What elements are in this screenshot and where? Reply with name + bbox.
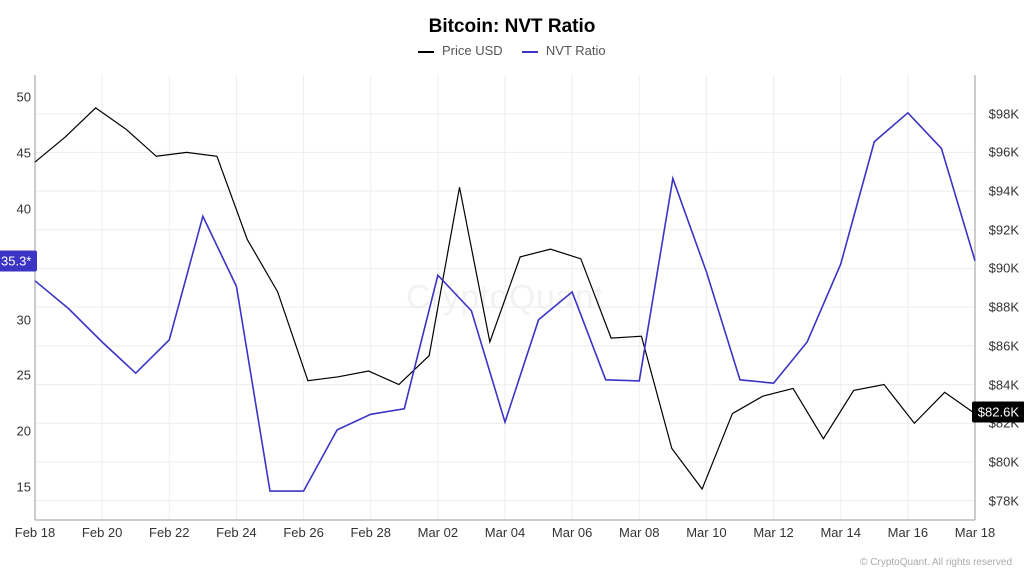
y2-tick: $88K xyxy=(989,300,1019,315)
attribution: © CryptoQuant. All rights reserved xyxy=(860,557,1012,568)
y2-tick: $92K xyxy=(989,222,1019,237)
y2-tick: $96K xyxy=(989,145,1019,160)
x-tick: Feb 20 xyxy=(82,525,122,540)
y1-tick: 45 xyxy=(3,145,31,160)
chart-title: Bitcoin: NVT Ratio xyxy=(0,16,1024,38)
x-tick: Mar 10 xyxy=(686,525,726,540)
x-tick: Mar 14 xyxy=(820,525,860,540)
y2-tick: $94K xyxy=(989,184,1019,199)
x-tick: Mar 02 xyxy=(418,525,458,540)
x-tick: Feb 24 xyxy=(216,525,256,540)
y2-tick: $98K xyxy=(989,106,1019,121)
x-tick: Mar 06 xyxy=(552,525,592,540)
legend-item-price: Price USD xyxy=(418,43,502,58)
legend-swatch-price xyxy=(418,51,434,53)
y2-tick: $84K xyxy=(989,377,1019,392)
legend-label-price: Price USD xyxy=(442,43,503,58)
y1-tick: 20 xyxy=(3,424,31,439)
legend-label-nvt: NVT Ratio xyxy=(546,43,606,58)
x-tick: Feb 28 xyxy=(350,525,390,540)
x-tick: Mar 18 xyxy=(955,525,995,540)
x-tick: Mar 04 xyxy=(485,525,525,540)
legend-item-nvt: NVT Ratio xyxy=(522,43,605,58)
y1-tick: 30 xyxy=(3,312,31,327)
y1-tick: 50 xyxy=(3,90,31,105)
x-tick: Feb 18 xyxy=(15,525,55,540)
chart-legend: Price USD NVT Ratio xyxy=(0,43,1024,58)
y1-tick: 25 xyxy=(3,368,31,383)
y2-tick: $90K xyxy=(989,261,1019,276)
y2-tick: $78K xyxy=(989,493,1019,508)
plot-svg xyxy=(35,75,975,520)
plot-area: CryptoQuant 1520253035404550 $78K$80K$82… xyxy=(35,75,975,520)
legend-swatch-nvt xyxy=(522,51,538,53)
y2-tick: $86K xyxy=(989,338,1019,353)
y2-current-flag: $82.6K xyxy=(972,401,1024,422)
y1-current-flag: 35.3* xyxy=(0,250,37,271)
y1-tick: 40 xyxy=(3,201,31,216)
x-tick: Mar 12 xyxy=(753,525,793,540)
x-tick: Mar 16 xyxy=(888,525,928,540)
y1-tick: 15 xyxy=(3,479,31,494)
x-tick: Mar 08 xyxy=(619,525,659,540)
y2-tick: $80K xyxy=(989,454,1019,469)
x-tick: Feb 26 xyxy=(283,525,323,540)
x-tick: Feb 22 xyxy=(149,525,189,540)
chart-container: Bitcoin: NVT Ratio Price USD NVT Ratio C… xyxy=(0,0,1024,576)
